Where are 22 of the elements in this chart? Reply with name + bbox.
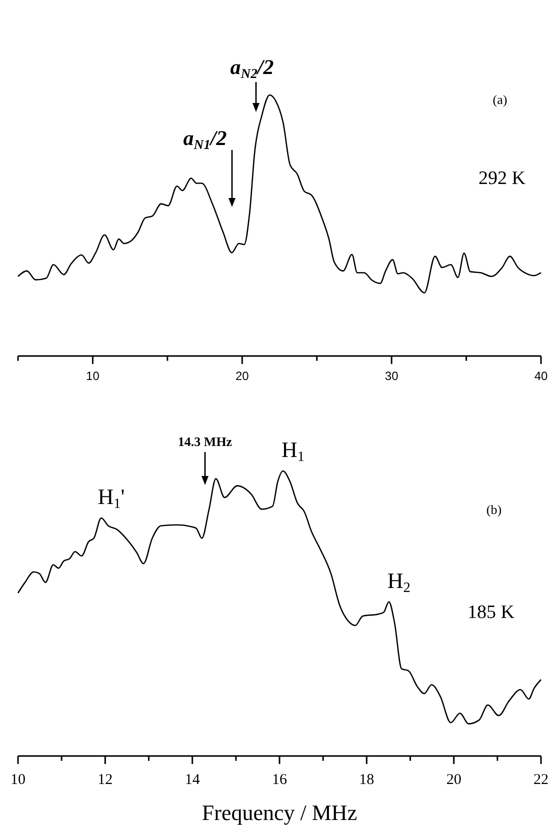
text: a$_{N2}$/2 <box>230 55 274 80</box>
x-tick-label: 14 <box>184 772 200 788</box>
annotation: (a) <box>492 92 508 107</box>
annotation: a$_{N1}$/2 <box>183 126 228 152</box>
x-axis-title: Frequency / MHz <box>202 800 358 825</box>
x-tick-label: 30 <box>384 369 399 383</box>
x-tick-label: 20 <box>446 772 462 788</box>
x-tick-label: 10 <box>10 772 26 788</box>
x-tick-label: 18 <box>359 772 374 788</box>
annotation: H$_{1}$ <box>281 437 305 464</box>
x-tick-label: 16 <box>272 772 288 788</box>
annotation: H$_{1}$' <box>98 484 125 512</box>
annotation: (b) <box>486 502 502 517</box>
x-tick-label: 12 <box>98 772 113 788</box>
annotation: 292 K <box>478 168 526 189</box>
x-tick-label: 20 <box>235 369 250 383</box>
x-tick-label: 40 <box>534 369 548 383</box>
x-tick-label: 22 <box>534 772 548 788</box>
annotation: 185 K <box>468 602 515 623</box>
text: 14.3 MHz <box>178 434 232 449</box>
x-tick-label: 10 <box>86 369 100 383</box>
annotation: H$_{2}$ <box>387 568 410 596</box>
